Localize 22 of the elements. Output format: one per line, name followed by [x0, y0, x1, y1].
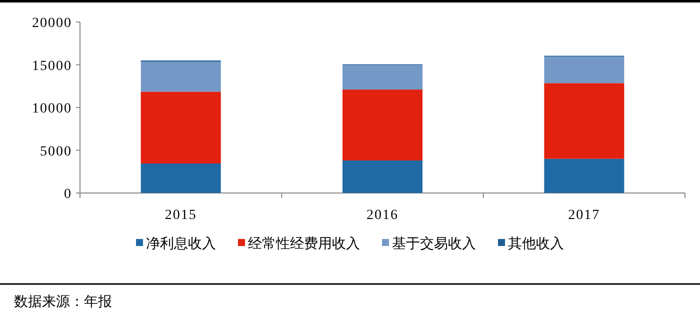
x-tick-label: 2015: [164, 208, 197, 223]
bar: [342, 65, 422, 90]
y-tick-label: 15000: [32, 58, 72, 74]
legend-label: 经常性经费用收入: [248, 235, 360, 251]
bar: [140, 164, 221, 193]
x-tick-label: 2016: [366, 208, 398, 223]
y-tick-label: 20000: [32, 16, 72, 31]
bar: [140, 92, 221, 164]
bar: [140, 62, 221, 92]
y-tick-label: 0: [64, 187, 72, 202]
legend-label: 基于交易收入: [392, 235, 476, 251]
y-tick-label: 10000: [32, 102, 72, 116]
legend-label: 其他收入: [508, 235, 564, 251]
bar: [544, 56, 624, 84]
x-tick-label: 2017: [568, 208, 600, 223]
bar: [544, 158, 624, 193]
source-note: 数据来源：年报: [14, 293, 112, 309]
y-tick-label: 5000: [40, 144, 72, 160]
legend-label: 净利息收入: [146, 235, 216, 251]
bar: [342, 90, 422, 161]
bar: [544, 83, 624, 159]
bar: [342, 160, 422, 193]
